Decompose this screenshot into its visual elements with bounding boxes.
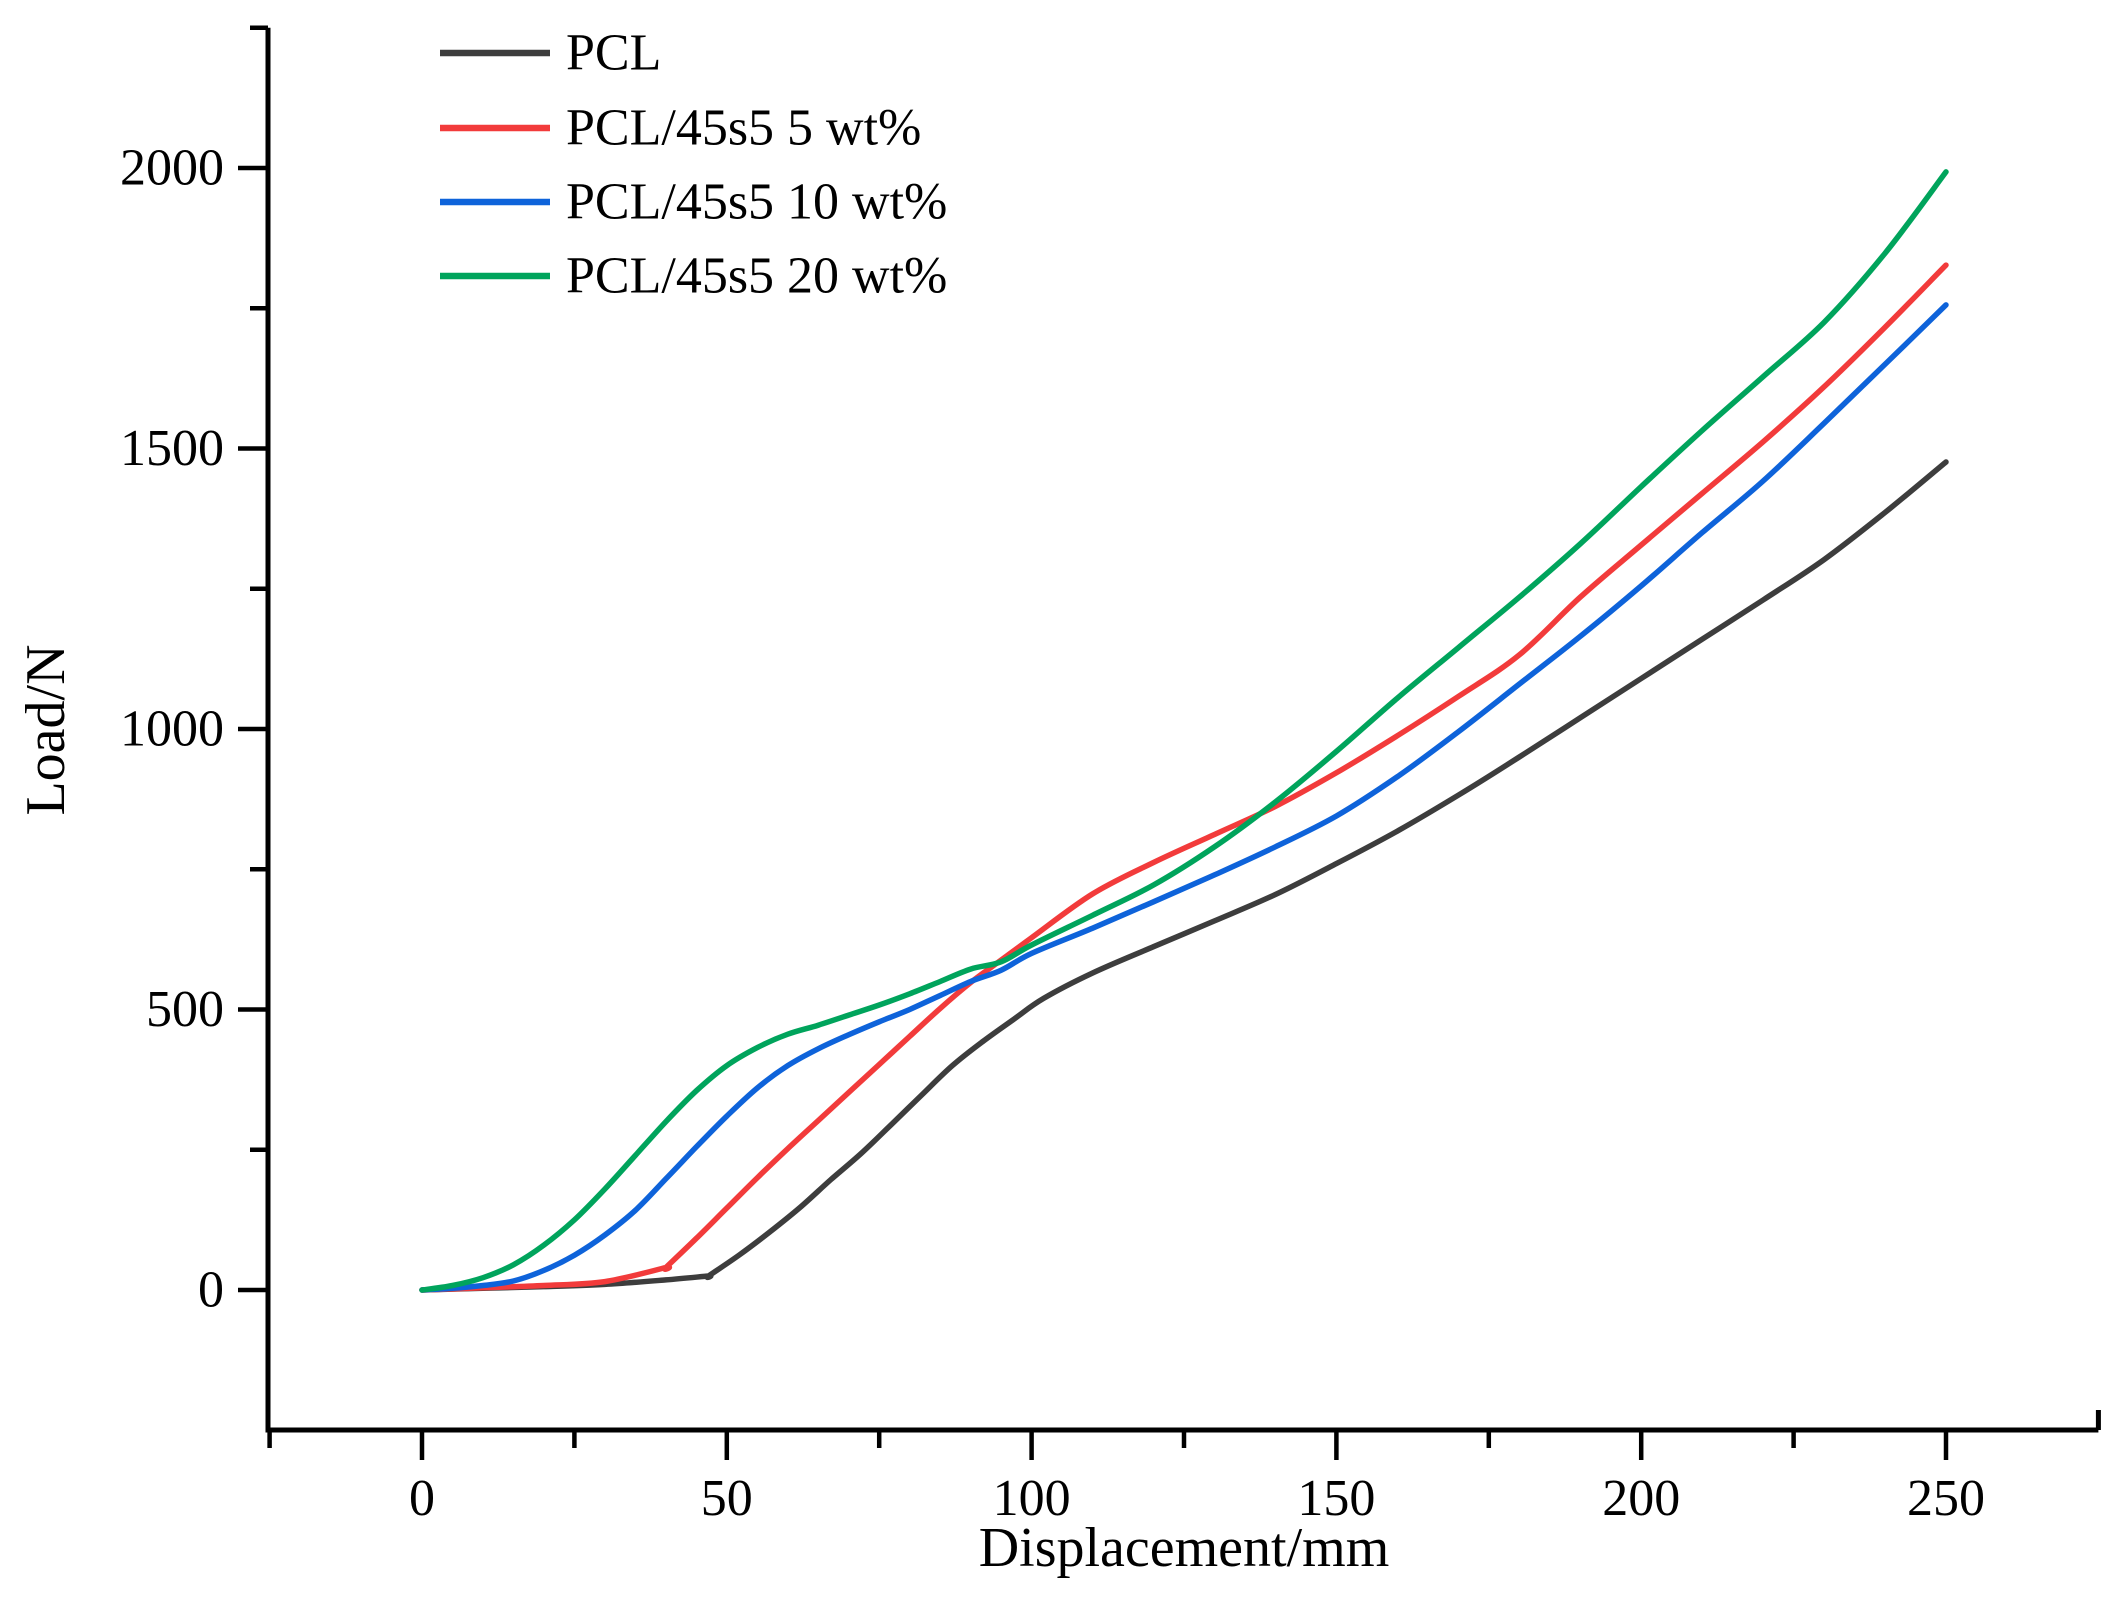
legend-item: PCL/45s5 20 wt%	[440, 248, 947, 305]
legend-item: PCL	[440, 25, 661, 82]
y-axis-title: Load/N	[15, 644, 77, 815]
x-tick-label: 200	[1602, 1470, 1680, 1527]
y-tick-label: 1500	[120, 420, 224, 477]
legend-label: PCL/45s5 5 wt%	[566, 100, 921, 157]
axes-layer: 0 50 100 150 200 250 0 500 1000 1500 2000	[120, 25, 2101, 1527]
x-tick-label: 0	[409, 1470, 435, 1527]
legend-label: PCL/45s5 10 wt%	[566, 174, 947, 231]
x-tick-label: 50	[701, 1470, 753, 1527]
y-tick-label: 0	[198, 1262, 224, 1319]
x-axis-title: Displacement/mm	[979, 1517, 1390, 1579]
curve-pcl-45s5-20-wt	[419, 169, 1949, 1293]
curve-pcl-45s5-10-wt	[419, 302, 1949, 1293]
legend: PCL PCL/45s5 5 wt% PCL/45s5 10 wt% PCL/45s5…	[440, 25, 947, 305]
legend-label: PCL	[566, 25, 661, 82]
curve-pcl	[419, 459, 1949, 1293]
y-tick-label: 2000	[120, 140, 224, 197]
curves-layer	[419, 169, 1949, 1293]
legend-item: PCL/45s5 10 wt%	[440, 174, 947, 231]
axis-titles: Displacement/mm Load/N	[15, 644, 1389, 1579]
y-tick-label: 500	[146, 981, 224, 1038]
x-tick-label: 250	[1907, 1470, 1985, 1527]
legend-item: PCL/45s5 5 wt%	[440, 100, 921, 157]
x-tick-label: 100	[993, 1470, 1071, 1527]
x-tick-label: 150	[1297, 1470, 1375, 1527]
curve-pcl-45s5-5-wt	[419, 262, 1949, 1293]
legend-label: PCL/45s5 20 wt%	[566, 248, 947, 305]
y-tick-label: 1000	[120, 701, 224, 758]
